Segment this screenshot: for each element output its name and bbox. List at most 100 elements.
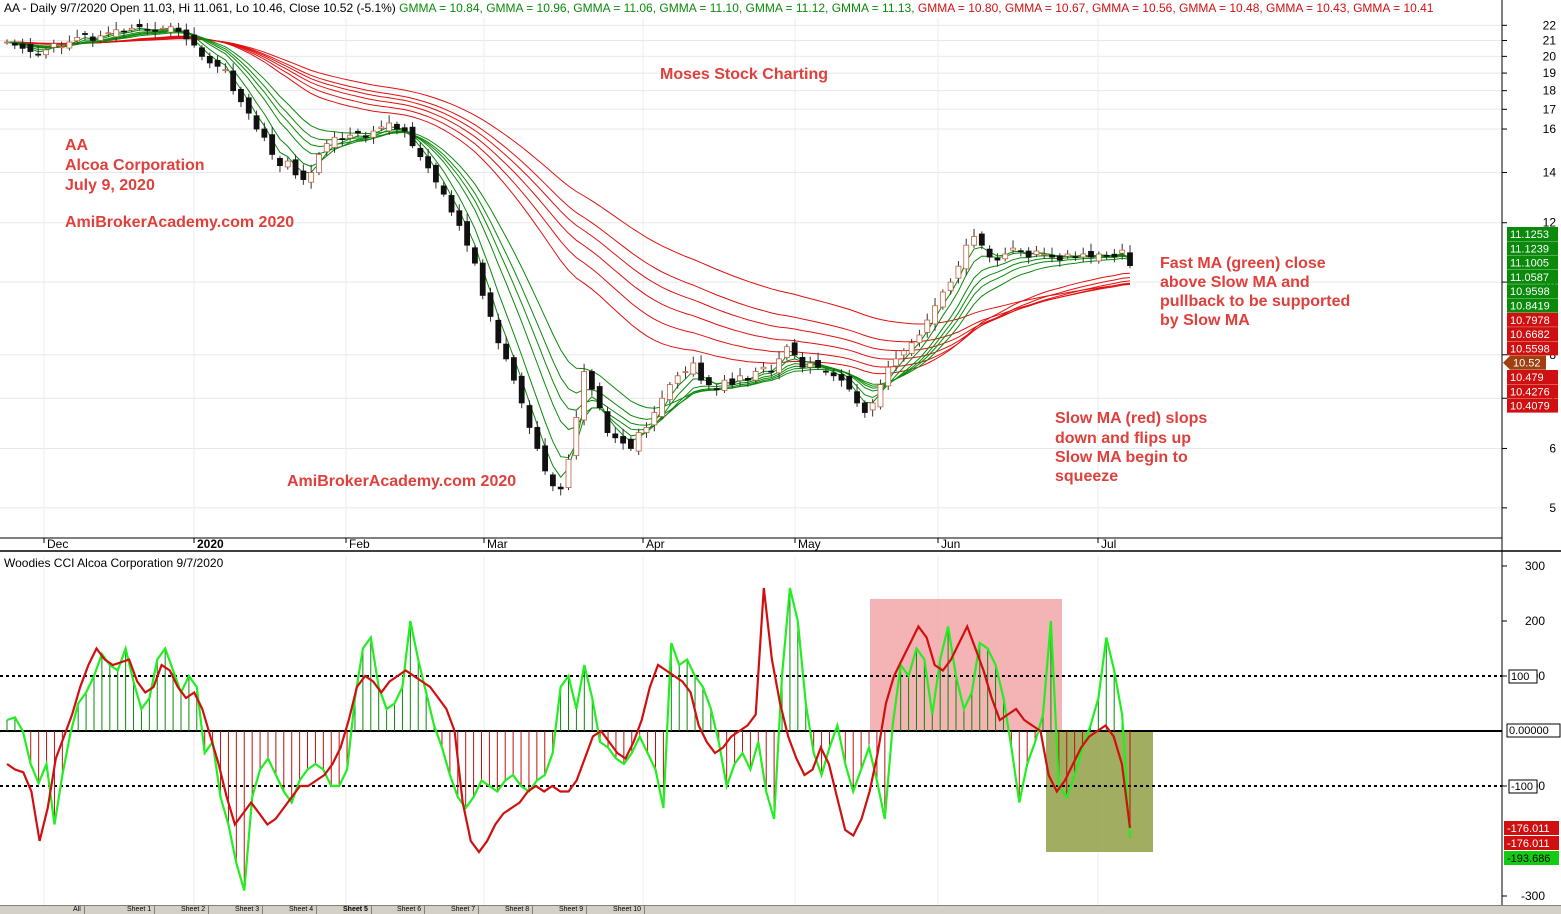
candle-up	[113, 29, 120, 38]
cci-right-labels: 100 0.00000 -100 -176.011 -176.011 -193.686	[1504, 669, 1561, 865]
candle-up	[893, 358, 899, 367]
candle-up	[955, 265, 962, 279]
candle-up	[869, 402, 876, 411]
candles[interactable]	[4, 19, 1133, 496]
candle-down	[425, 156, 432, 169]
candle-down	[417, 147, 424, 158]
header-item: GMMA = 10.56,	[1089, 1, 1176, 15]
price-tick-label: 12	[1543, 216, 1557, 230]
cci-tick-label: 200	[1525, 614, 1545, 628]
candle-down	[175, 27, 182, 32]
candle-down	[705, 377, 712, 385]
sheet-tab[interactable]: Sheet 9	[556, 906, 588, 914]
candle-up	[331, 136, 338, 148]
header-item: GMMA = 10.48,	[1176, 1, 1263, 15]
cci-line	[6, 587, 1132, 891]
price-label-box	[1507, 255, 1558, 270]
month-label: Apr	[646, 537, 665, 551]
candle-up	[900, 350, 907, 356]
price-label-text: 10.8419	[1510, 301, 1550, 313]
cci-reference-lines	[0, 675, 1502, 787]
candle-up	[128, 27, 135, 31]
candle-down	[854, 391, 860, 404]
price-right-labels: 11.1253 11.1239 11.1005 11.0587 10.9598 10.84…	[1503, 227, 1558, 413]
cci-ref-label-text: 0.00000	[1509, 725, 1549, 737]
price-tick-label: 21	[1543, 33, 1557, 47]
candle-up	[659, 397, 665, 417]
sheet-tab[interactable]: Sheet 1	[124, 906, 156, 914]
candle-down	[1103, 254, 1110, 257]
cci-zones	[870, 599, 1153, 852]
candle-up	[58, 46, 65, 49]
sheet-tab[interactable]: Sheet 3	[232, 906, 264, 914]
header-item: GMMA = 11.13,	[828, 1, 914, 15]
candle-down	[713, 388, 720, 390]
candle-up	[877, 384, 884, 408]
candle-down	[144, 29, 151, 31]
candle-down	[791, 342, 798, 356]
candle-up	[690, 362, 697, 375]
cci-value-label-text: -193.686	[1507, 853, 1550, 865]
sheet-tab[interactable]: Sheet 2	[178, 906, 210, 914]
cci-value-label-box	[1504, 821, 1559, 835]
candle-up	[323, 143, 330, 153]
candle-down	[355, 130, 361, 134]
candle-up	[674, 375, 681, 384]
candle-down	[588, 371, 595, 390]
candle-up	[783, 346, 790, 358]
sheet-tab[interactable]: Sheet 4	[286, 906, 318, 914]
price-label-box	[1507, 384, 1558, 399]
candle-down	[1025, 250, 1032, 258]
price-label-text: 10.4079	[1510, 401, 1550, 413]
candle-up	[651, 412, 658, 426]
candle-down	[861, 402, 868, 413]
candle-up	[1033, 250, 1040, 255]
candle-up	[1002, 253, 1009, 260]
price-annotations: AA Alcoa Corporation July 9, 2020 AmiBro…	[65, 66, 1350, 490]
sheet-tab[interactable]: Sheet 7	[448, 906, 480, 914]
cci-lines	[6, 587, 1132, 891]
candle-down	[121, 30, 127, 33]
header-item: GMMA = 10.96,	[483, 1, 570, 15]
price-tick-label: 16	[1543, 122, 1557, 136]
candle-down	[1111, 253, 1118, 258]
slow-note-line-2: down and flips up	[1055, 430, 1191, 447]
candle-up	[1119, 249, 1126, 254]
candle-up	[378, 126, 385, 129]
watermark-text: Moses Stock Charting	[660, 66, 828, 83]
candle-down	[440, 185, 447, 195]
candle-down	[19, 43, 26, 49]
candle-up	[316, 154, 322, 173]
fast-note-line-4: by Slow MA	[1160, 312, 1250, 329]
sheet-tab[interactable]: Sheet 6	[394, 906, 426, 914]
site-text-1: AmiBrokerAcademy.com 2020	[65, 214, 294, 231]
candle-up	[666, 384, 673, 400]
sheet-tab[interactable]: Sheet 5	[340, 906, 372, 914]
candle-up	[971, 236, 977, 246]
sheet-tab[interactable]: All	[70, 906, 85, 914]
candle-down	[292, 159, 299, 176]
candle-up	[947, 281, 954, 292]
candle-down	[550, 474, 556, 487]
candle-up	[43, 49, 49, 56]
price-tick-label: 17	[1543, 102, 1557, 116]
candle-down	[526, 405, 533, 428]
cci-ref-label-box	[1508, 779, 1538, 794]
candle-down	[409, 126, 416, 147]
price-tick-label: 20	[1543, 49, 1557, 63]
candle-down	[238, 88, 244, 103]
candle-up	[776, 358, 782, 374]
candle-down	[534, 427, 541, 449]
slow-note-line-3: Slow MA begin to	[1055, 449, 1188, 466]
sheet-tab[interactable]: Sheet 8	[502, 906, 534, 914]
candle-down	[978, 233, 985, 246]
sheet-tab[interactable]: Sheet 10	[610, 906, 646, 914]
candle-up	[565, 459, 572, 488]
candle-down	[199, 47, 205, 57]
price-chart-header: AA - Daily 9/7/2020 Open 11.03, Hi 11.06…	[4, 1, 1434, 15]
month-label: May	[798, 537, 821, 551]
candle-down	[448, 195, 455, 213]
header-item: GMMA = 11.10,	[656, 1, 742, 15]
candle-down	[362, 135, 369, 138]
